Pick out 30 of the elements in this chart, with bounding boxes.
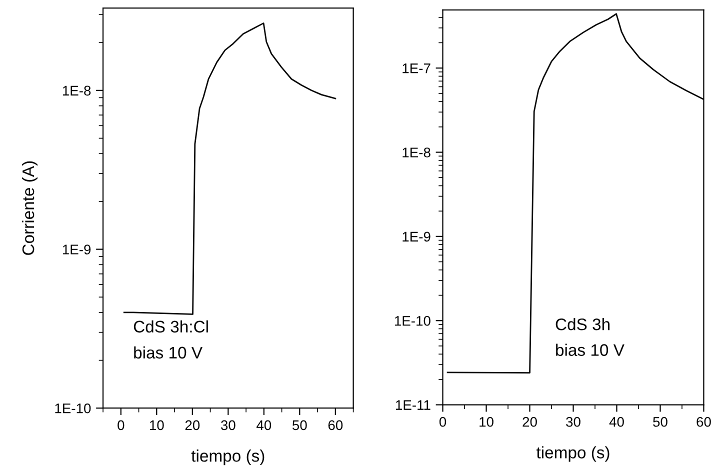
x-tick-label: 10 — [480, 416, 494, 427]
y-axis-title: Corriente (A) — [22, 161, 38, 255]
x-tick-label: 40 — [256, 420, 272, 430]
x-tick-label: 0 — [118, 420, 124, 430]
x-axis-title: tiempo (s) — [191, 450, 264, 466]
annotation: CdS 3h — [556, 318, 610, 330]
y-tick-label: 1E-7 — [402, 64, 430, 74]
x-tick-label: 30 — [566, 416, 580, 427]
x-tick-label: 20 — [185, 420, 200, 430]
y-tick-label: 1E-9 — [402, 232, 430, 242]
x-tick-label: 60 — [696, 416, 711, 427]
annotation: bias 10 V — [134, 346, 202, 359]
x-tick-label: 40 — [609, 416, 624, 427]
x-tick-label: 50 — [292, 420, 307, 430]
y-tick-label: 1E-9 — [62, 244, 91, 254]
annotation: bias 10 V — [556, 344, 624, 356]
x-tick-label: 50 — [653, 416, 668, 427]
y-tick-label: 1E-8 — [402, 148, 430, 158]
y-tick-label: 1E-11 — [396, 400, 430, 410]
y-tick-label: 1E-10 — [55, 403, 91, 414]
x-tick-label: 20 — [522, 416, 537, 427]
x-tick-label: 60 — [328, 420, 343, 430]
x-axis-title: tiempo (s) — [536, 446, 610, 462]
x-tick-label: 10 — [150, 420, 164, 430]
x-tick-label: 0 — [439, 416, 446, 427]
y-tick-label: 1E-8 — [62, 86, 91, 96]
y-tick-label: 1E-10 — [394, 316, 430, 326]
annotation: CdS 3h:Cl — [134, 320, 208, 333]
x-tick-label: 30 — [220, 420, 236, 430]
line-series — [123, 22, 336, 315]
